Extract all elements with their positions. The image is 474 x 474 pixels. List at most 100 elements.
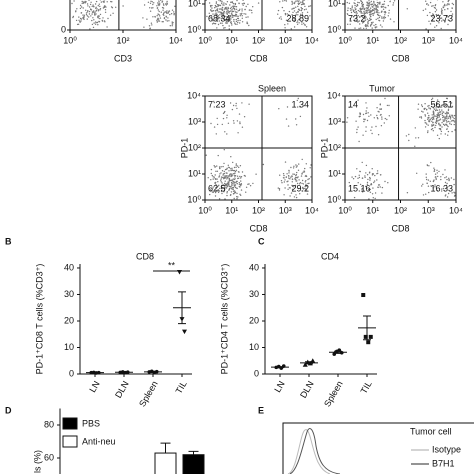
event-dot [297,169,300,171]
quadrant-cloud [278,97,302,127]
event-dot [441,9,443,12]
event-dot [446,128,448,130]
event-dot [233,172,236,174]
event-dot [291,181,293,183]
event-dot [417,103,420,105]
event-dot [438,119,441,121]
event-dot [434,186,436,188]
event-dot [222,117,225,120]
event-dot [356,17,358,19]
event-dot [295,12,297,14]
event-dot [429,11,431,14]
event-dot [87,5,89,7]
event-dot [357,99,359,101]
event-dot [94,3,97,5]
event-dot [376,12,378,14]
event-dot [350,11,353,14]
event-dot [304,187,306,189]
event-dot [207,177,209,179]
quadrant-percent: 68.34 [208,13,231,23]
event-dot [427,124,429,126]
x-tick-label: 10³ [279,35,292,45]
event-dot [88,16,90,18]
event-dot [440,17,443,19]
event-dot [223,12,225,14]
event-dot [156,7,159,9]
event-dot [379,174,382,176]
event-dot [415,137,417,139]
event-dot [247,3,249,5]
event-dot [244,175,246,177]
event-dot [300,6,302,9]
event-dot [295,6,297,8]
legend-label: Isotype [432,444,461,454]
y-tick-label: 0 [69,368,74,378]
error-bar [149,371,157,373]
event-dot [443,123,445,126]
event-dot [162,3,165,5]
event-dot [245,13,247,15]
event-dot [235,180,238,183]
event-dot [82,1,85,3]
event-dot [223,182,226,185]
event-dot [232,7,234,10]
event-dot [80,6,83,8]
event-dot [451,115,454,117]
event-dot [300,1,302,3]
event-dot [370,0,372,3]
event-dot [230,6,232,8]
event-dot [221,182,223,184]
event-dot [208,12,210,14]
event-dot [217,5,220,7]
event-dot [156,5,158,7]
event-dot [220,166,222,168]
event-dot [215,170,217,172]
y-tick-label: 30 [64,289,74,299]
event-dot [291,188,294,191]
event-dot [217,190,220,192]
event-dot [293,20,295,22]
event-dot [238,9,241,12]
event-dot [372,197,374,199]
event-dot [234,22,236,24]
event-dot [371,173,374,175]
data-point [361,293,366,298]
event-dot [371,23,373,25]
event-dot [351,8,353,10]
event-dot [302,183,305,185]
event-dot [284,14,287,16]
event-dot [151,24,153,26]
event-dot [222,165,224,168]
event-dot [212,178,214,180]
event-dot [239,193,241,195]
event-dot [358,174,360,176]
event-dot [252,6,254,8]
event-dot [376,10,378,13]
event-dot [440,176,442,178]
event-dot [437,105,439,108]
event-dot [451,13,454,15]
event-dot [362,16,365,19]
event-dot [367,25,369,27]
event-dot [165,15,167,17]
event-dot [370,129,372,131]
event-dot [445,117,447,119]
event-dot [350,9,352,12]
event-dot [427,112,429,114]
event-dot [428,191,430,194]
error-bar [178,291,186,325]
event-dot [359,16,361,18]
event-dot [223,2,225,4]
event-dot [97,5,100,7]
event-dot [220,190,223,193]
event-dot [158,14,160,16]
event-dot [362,6,364,8]
event-dot [368,19,370,22]
event-dot [447,192,450,195]
event-dot [212,22,215,24]
event-dot [241,171,244,173]
event-dot [430,117,432,119]
event-dot [236,165,239,167]
event-dot [239,165,242,167]
event-dot [291,8,293,10]
